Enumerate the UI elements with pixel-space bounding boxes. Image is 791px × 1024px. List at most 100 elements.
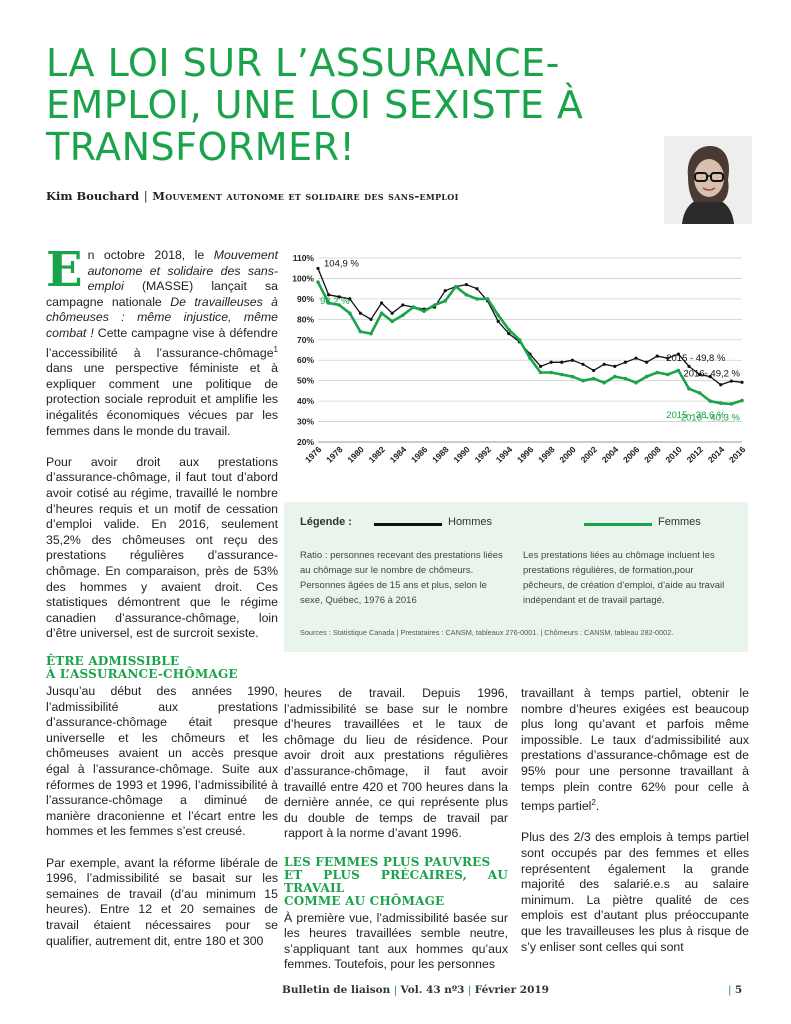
- data-point-femmes: [316, 280, 320, 284]
- y-tick-label: 110%: [293, 253, 315, 263]
- data-point-femmes: [644, 374, 649, 379]
- data-point-femmes: [443, 299, 447, 303]
- footer: Bulletin de liaison | Vol. 43 nº3 | Févr…: [282, 984, 549, 996]
- campaign-name: De travailleuses à chômeuses : même inju…: [46, 294, 278, 340]
- data-point-hommes: [390, 311, 394, 315]
- data-point-hommes: [496, 319, 500, 323]
- data-point-femmes: [485, 297, 490, 301]
- data-point-femmes: [464, 293, 469, 297]
- chart-legend-box: Légende : Hommes Femmes Ratio : personne…: [284, 502, 748, 652]
- data-point-femmes: [581, 378, 585, 383]
- data-point-femmes: [708, 399, 712, 403]
- author-name: Kim Bouchard: [46, 189, 140, 203]
- data-label: 98,2 %: [320, 296, 350, 307]
- paragraph: Par exemple, avant la réforme libérale d…: [46, 855, 278, 948]
- page-title: LA LOI SUR L’ASSURANCE-EMPLOI, UNE LOI S…: [46, 41, 584, 169]
- x-tick-label: 2004: [600, 444, 621, 465]
- y-tick-label: 50%: [297, 376, 314, 386]
- x-tick-label: 1988: [430, 444, 451, 465]
- x-tick-label: 1978: [324, 444, 345, 465]
- x-tick-label: 2012: [685, 444, 706, 465]
- data-point-hommes: [316, 266, 320, 271]
- data-point-hommes: [729, 379, 733, 383]
- x-tick-label: 2008: [642, 444, 663, 465]
- data-label: 2015 - 38,6 %: [666, 410, 726, 421]
- x-tick-label: 2006: [621, 444, 642, 465]
- data-point-hommes: [348, 297, 352, 301]
- series-line-femmes: [316, 281, 743, 406]
- data-point-femmes: [528, 356, 532, 360]
- data-point-femmes: [422, 309, 426, 313]
- byline: Kim Bouchard | Mouvement autonome et solid…: [46, 189, 459, 203]
- x-tick-label: 2002: [579, 444, 600, 465]
- y-tick-label: 20%: [297, 437, 314, 447]
- data-point-femmes: [432, 303, 437, 307]
- y-tick-label: 90%: [297, 294, 314, 304]
- data-point-femmes: [390, 319, 394, 324]
- data-point-hommes: [337, 295, 341, 299]
- x-tick-label: 2010: [663, 444, 684, 465]
- byline-separator: |: [144, 191, 148, 203]
- data-point-femmes: [475, 297, 479, 301]
- portrait-photo-icon: [664, 136, 752, 224]
- benefit-ratio-chart: 20% 30% 40% 50% 60% 70% 80% 90% 100% 110% 1976 1978…: [292, 253, 748, 465]
- paragraph: À première vue, l’admissibilité basée su…: [284, 910, 508, 972]
- data-point-femmes: [697, 391, 702, 395]
- data-point-femmes: [655, 370, 659, 375]
- intro-paragraph-2: Pour avoir droit aux prestations d’assur…: [46, 454, 278, 641]
- footer-date: Février 2019: [474, 984, 549, 996]
- data-label: 104,9 %: [324, 258, 359, 269]
- data-point-femmes: [401, 313, 405, 318]
- column-2: heures de travail. Depuis 1996, l’admiss…: [284, 686, 508, 989]
- x-tick-label: 1984: [388, 444, 409, 465]
- data-label: 2016 - 40,3 %: [681, 412, 741, 423]
- data-point-hommes: [581, 362, 585, 366]
- data-point-femmes: [740, 398, 744, 403]
- data-point-femmes: [348, 311, 352, 315]
- author-organization: Mouvement autonome et solidaire des sans…: [152, 189, 459, 203]
- x-tick-label: 2014: [706, 444, 727, 465]
- y-tick-label: 100%: [292, 273, 314, 283]
- legend-women: Femmes: [658, 516, 701, 528]
- section-heading-women: Les femmes plus pauvres et plus précaires…: [284, 854, 508, 908]
- data-point-hommes: [740, 380, 744, 384]
- data-point-hommes: [549, 360, 553, 364]
- portrait-photo: [664, 136, 752, 224]
- data-point-hommes: [634, 356, 638, 360]
- data-point-hommes: [666, 356, 670, 360]
- data-point-hommes: [507, 332, 511, 336]
- column-1: Être admissible à l’assurance-chômage Jus…: [46, 655, 278, 965]
- data-point-femmes: [454, 284, 458, 289]
- data-point-femmes: [507, 327, 511, 332]
- data-point-hommes: [645, 360, 649, 364]
- data-point-femmes: [358, 329, 363, 334]
- data-point-femmes: [591, 376, 596, 381]
- legend-line-women: [584, 523, 652, 526]
- footnote-ref-1: 1: [273, 344, 278, 354]
- x-tick-label: 1980: [345, 444, 366, 465]
- x-tick-label: 1990: [451, 444, 472, 465]
- data-point-hommes: [613, 364, 617, 368]
- data-point-femmes: [623, 376, 628, 381]
- paragraph: Plus des 2/3 des emplois à temps partiel…: [521, 830, 749, 954]
- data-point-femmes: [602, 380, 606, 385]
- data-point-femmes: [729, 402, 734, 406]
- page-number-separator: |: [728, 984, 732, 996]
- data-point-femmes: [687, 387, 691, 391]
- footer-separator: |: [467, 984, 472, 996]
- paragraph: Jusqu’au début des années 1990, l’admiss…: [46, 684, 278, 839]
- legend-line-men: [374, 523, 442, 526]
- data-point-femmes: [634, 380, 638, 385]
- data-point-hommes: [592, 368, 596, 373]
- data-point-hommes: [327, 293, 331, 297]
- paragraph: heures de travail. Depuis 1996, l’admiss…: [284, 686, 508, 841]
- x-tick-label: 1996: [515, 444, 536, 465]
- data-point-femmes: [379, 311, 384, 315]
- y-tick-label: 80%: [297, 314, 314, 324]
- organization-name: Mouvement autonome et solidaire des sans…: [87, 248, 278, 294]
- x-tick-label: 2016: [727, 444, 748, 465]
- footer-separator: |: [393, 984, 398, 996]
- data-point-hommes: [570, 358, 574, 362]
